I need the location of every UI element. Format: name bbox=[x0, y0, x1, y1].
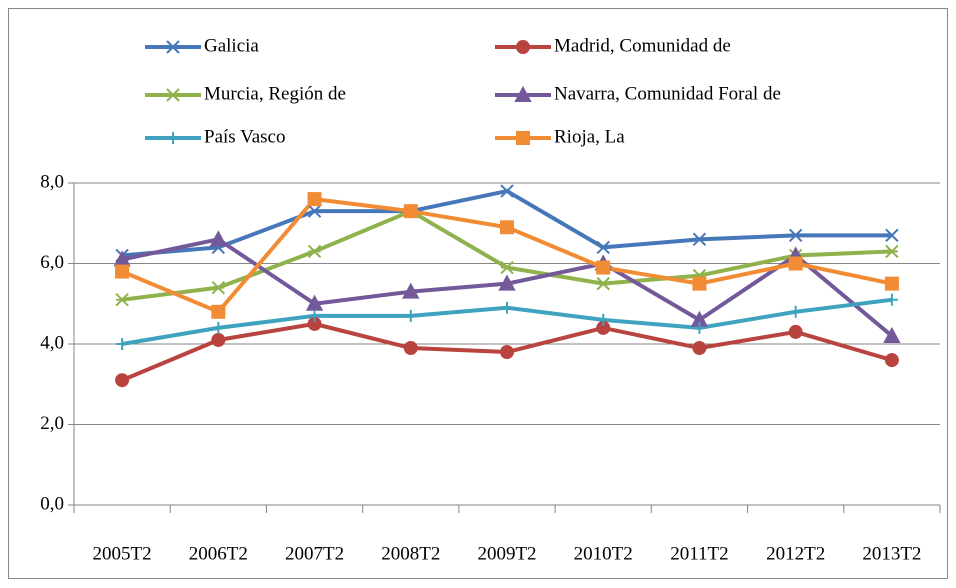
marker bbox=[788, 228, 803, 243]
marker bbox=[884, 353, 899, 368]
x-tick-label: 2009T2 bbox=[477, 543, 536, 564]
marker bbox=[305, 294, 324, 311]
marker bbox=[211, 280, 226, 295]
marker bbox=[788, 324, 803, 339]
marker bbox=[596, 276, 610, 291]
marker bbox=[884, 276, 899, 291]
marker bbox=[693, 321, 706, 334]
marker bbox=[404, 309, 417, 322]
marker bbox=[115, 293, 129, 307]
y-tick-label: 2,0 bbox=[40, 413, 64, 434]
marker bbox=[692, 276, 707, 291]
marker bbox=[500, 260, 514, 275]
marker bbox=[209, 230, 228, 247]
marker bbox=[498, 274, 516, 291]
y-tick-label: 0,0 bbox=[40, 493, 64, 514]
marker bbox=[514, 85, 532, 102]
marker bbox=[167, 132, 179, 144]
marker bbox=[516, 131, 530, 145]
marker bbox=[211, 332, 226, 347]
marker bbox=[307, 204, 322, 218]
marker bbox=[166, 40, 180, 54]
marker bbox=[402, 282, 420, 299]
marker bbox=[596, 260, 611, 275]
legend-label: Madrid, Comunidad de bbox=[554, 35, 731, 56]
marker bbox=[115, 264, 130, 279]
marker bbox=[885, 244, 899, 259]
y-tick-label: 4,0 bbox=[40, 332, 64, 353]
marker bbox=[500, 184, 514, 198]
marker bbox=[501, 301, 513, 314]
marker bbox=[885, 293, 898, 306]
marker bbox=[692, 232, 707, 247]
legend-label: Rioja, La bbox=[554, 126, 625, 147]
x-tick-label: 2013T2 bbox=[862, 543, 921, 564]
y-tick-label: 6,0 bbox=[40, 252, 64, 273]
marker bbox=[166, 88, 180, 102]
x-tick-label: 2010T2 bbox=[574, 543, 633, 564]
marker bbox=[307, 192, 322, 207]
x-tick-label: 2012T2 bbox=[766, 543, 825, 564]
legend-label: Galicia bbox=[204, 35, 259, 56]
marker bbox=[212, 321, 225, 334]
legend-label: Murcia, Región de bbox=[204, 83, 346, 104]
x-tick-label: 2006T2 bbox=[189, 543, 248, 564]
x-tick-label: 2005T2 bbox=[93, 543, 152, 564]
legend-label: Navarra, Comunidad Foral de bbox=[554, 83, 781, 104]
legend-label: País Vasco bbox=[204, 126, 285, 147]
marker bbox=[115, 373, 130, 388]
x-tick-label: 2008T2 bbox=[381, 543, 440, 564]
marker bbox=[403, 204, 418, 219]
marker bbox=[500, 345, 514, 360]
marker bbox=[307, 244, 322, 259]
x-tick-label: 2007T2 bbox=[285, 543, 344, 564]
marker bbox=[885, 228, 899, 243]
marker bbox=[211, 304, 226, 319]
marker bbox=[789, 305, 802, 318]
x-tick-label: 2011T2 bbox=[670, 543, 728, 564]
marker bbox=[883, 326, 901, 343]
marker bbox=[788, 256, 803, 271]
marker bbox=[403, 341, 418, 356]
marker bbox=[308, 309, 321, 322]
marker bbox=[692, 341, 707, 356]
marker bbox=[516, 40, 530, 54]
marker bbox=[597, 313, 610, 326]
marker bbox=[596, 240, 610, 255]
marker bbox=[116, 338, 129, 350]
marker bbox=[500, 220, 514, 235]
y-tick-label: 8,0 bbox=[40, 171, 64, 192]
